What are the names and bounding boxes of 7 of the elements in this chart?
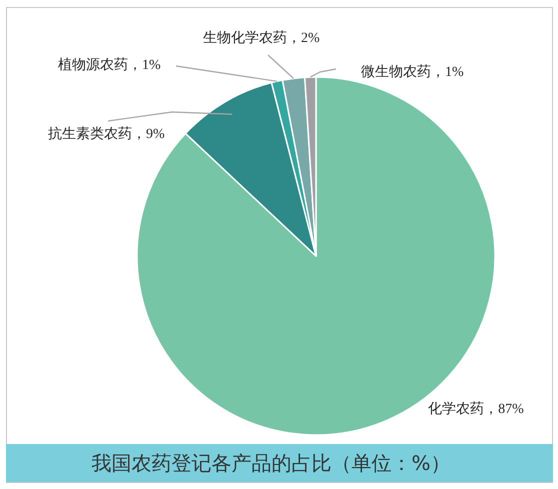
text: 我国农药登记各产品的占比（单位：%） [91, 451, 451, 475]
slice-label: 植物源农药，1% [58, 57, 161, 73]
legend-label: 微生物农药，1% [361, 64, 464, 80]
slice-label: 抗生素类农药，9% [48, 126, 165, 142]
slice-label: 化学农药，87% [428, 401, 524, 417]
slice-label: 生物化学农药，2% [203, 30, 320, 46]
pie-slice [136, 76, 496, 436]
